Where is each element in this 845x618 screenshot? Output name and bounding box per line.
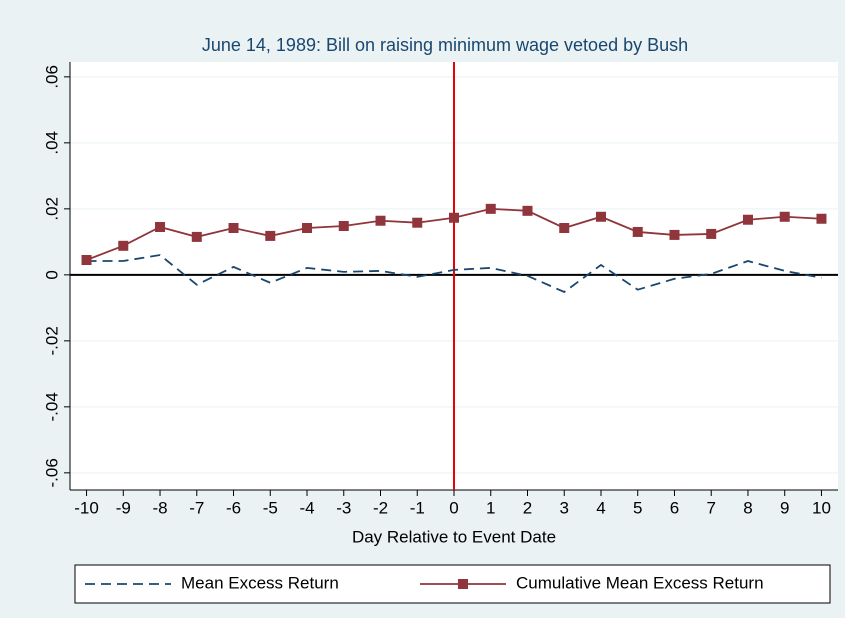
marker (375, 215, 386, 226)
x-tick-label: 7 (706, 498, 715, 517)
x-tick-label: -5 (263, 498, 278, 517)
marker (816, 213, 827, 224)
series-line (86, 254, 822, 294)
x-tick-label: 5 (633, 498, 642, 517)
legend-box (74, 564, 831, 604)
x-tick-label: -6 (226, 498, 241, 517)
marker (706, 228, 717, 239)
y-tick-label: .04 (42, 131, 61, 155)
x-tick-label: 4 (596, 498, 605, 517)
x-tick-label: 2 (523, 498, 532, 517)
x-tick-label: -3 (336, 498, 351, 517)
marker (191, 231, 202, 242)
x-tick-label: 1 (486, 498, 495, 517)
y-tick-label: .06 (42, 65, 61, 89)
chart-title: June 14, 1989: Bill on raising minimum w… (202, 35, 688, 55)
x-tick-label: 3 (560, 498, 569, 517)
x-tick-label: -7 (189, 498, 204, 517)
marker (559, 222, 570, 233)
marker (302, 222, 313, 233)
marker (228, 222, 239, 233)
x-tick-label: 10 (812, 498, 831, 517)
marker (485, 203, 496, 214)
legend-marker (458, 579, 468, 589)
marker (265, 230, 276, 241)
marker (669, 229, 680, 240)
y-tick-label: -.02 (42, 326, 61, 355)
legend-label: Cumulative Mean Excess Return (516, 573, 764, 592)
marker (338, 221, 349, 232)
marker (412, 217, 423, 228)
y-tick-label: -.04 (42, 392, 61, 421)
marker (595, 211, 606, 222)
x-tick-label: -9 (116, 498, 131, 517)
x-axis-label: Day Relative to Event Date (352, 527, 556, 546)
marker (155, 221, 166, 232)
marker (81, 254, 92, 265)
marker (449, 212, 459, 223)
marker (522, 205, 533, 216)
x-tick-label: -4 (299, 498, 314, 517)
x-tick-label: 0 (449, 498, 458, 517)
legend-label: Mean Excess Return (181, 573, 339, 592)
marker (779, 211, 790, 222)
y-tick-label: 0 (42, 270, 61, 279)
x-tick-label: 6 (670, 498, 679, 517)
marker (118, 240, 129, 251)
marker (742, 214, 753, 225)
x-tick-label: -1 (410, 498, 425, 517)
x-tick-label: 8 (743, 498, 752, 517)
x-tick-label: -10 (74, 498, 99, 517)
y-tick-label: -.06 (42, 458, 61, 487)
x-tick-label: 9 (780, 498, 789, 517)
x-tick-label: -2 (373, 498, 388, 517)
x-tick-label: -8 (152, 498, 167, 517)
y-tick-label: .02 (42, 197, 61, 221)
marker (632, 226, 643, 237)
